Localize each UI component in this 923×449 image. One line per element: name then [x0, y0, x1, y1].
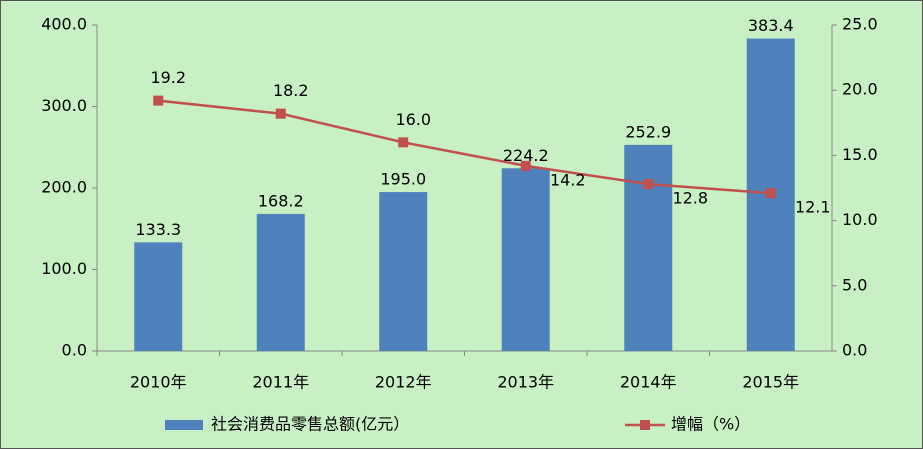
bar	[134, 242, 183, 351]
legend-swatch	[640, 420, 650, 430]
bar	[624, 144, 673, 351]
line-marker	[153, 95, 164, 106]
bar-label: 133.3	[135, 220, 181, 239]
x-tick-label: 2014年	[620, 373, 677, 392]
y2-tick-label: 10.0	[842, 210, 878, 229]
bar-label: 195.0	[380, 170, 426, 189]
y2-tick-label: 15.0	[842, 145, 878, 164]
y-tick-label: 200.0	[41, 178, 87, 197]
x-tick-label: 2010年	[130, 373, 187, 392]
legend-label: 增幅（%）	[671, 415, 750, 434]
y2-tick-label: 25.0	[842, 15, 878, 34]
x-tick-label: 2012年	[375, 373, 432, 392]
bar	[501, 168, 550, 351]
y-tick-label: 300.0	[41, 96, 87, 115]
y2-tick-label: 5.0	[842, 275, 867, 294]
line-marker	[520, 160, 531, 171]
bar-label: 224.2	[503, 146, 549, 165]
y-tick-label: 0.0	[62, 341, 87, 360]
bar-label: 383.4	[748, 16, 794, 35]
line-label: 18.2	[273, 81, 309, 100]
bar-label: 252.9	[625, 122, 671, 141]
y2-tick-label: 0.0	[842, 341, 867, 360]
bar-label: 168.2	[258, 191, 304, 210]
line-label: 12.8	[672, 189, 708, 208]
line-label: 16.0	[395, 110, 431, 129]
line-marker	[275, 108, 286, 119]
line-label: 19.2	[150, 68, 186, 87]
x-tick-label: 2011年	[252, 373, 309, 392]
x-tick-label: 2015年	[742, 373, 799, 392]
line-label: 12.1	[795, 198, 831, 217]
x-tick-label: 2013年	[497, 373, 554, 392]
y2-tick-label: 20.0	[842, 80, 878, 99]
line	[158, 99, 771, 195]
line-marker	[398, 137, 409, 148]
line-marker	[765, 188, 776, 199]
y-tick-label: 400.0	[41, 15, 87, 34]
legend-swatch	[165, 420, 203, 430]
bar	[256, 213, 305, 351]
y-tick-label: 100.0	[41, 259, 87, 278]
line-marker	[643, 179, 654, 190]
line-label: 14.2	[550, 170, 586, 189]
legend-label: 社会消费品零售总额(亿元）	[211, 415, 409, 434]
bar	[379, 192, 428, 351]
